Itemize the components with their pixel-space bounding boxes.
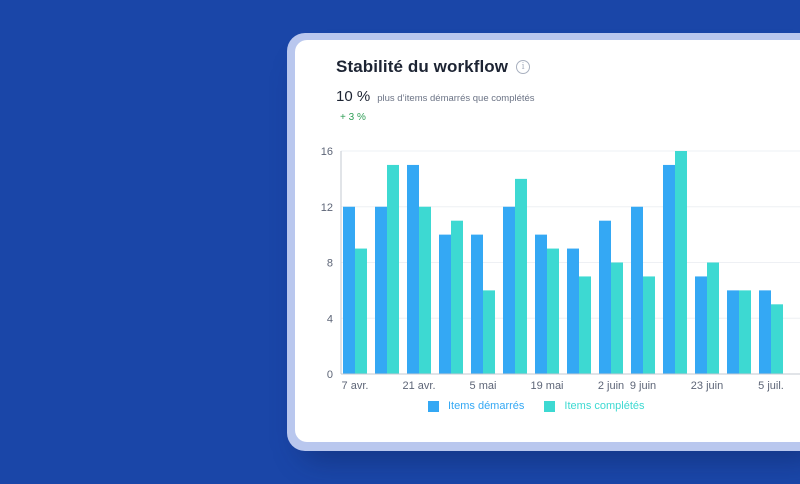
workflow-stability-card: Stabilité du workflow i 10 % plus d’item… (295, 40, 800, 442)
widget-title: Stabilité du workflow (336, 57, 509, 76)
title-row: Stabilité du workflow i (336, 57, 531, 77)
y-tick-label: 8 (327, 258, 333, 270)
bar-completed (483, 290, 495, 374)
bar-completed (739, 290, 751, 374)
bar-started (407, 164, 419, 374)
y-tick-label: 12 (321, 202, 333, 214)
y-tick-label: 16 (321, 146, 333, 158)
bar-completed (643, 276, 655, 374)
bar-started (535, 234, 547, 374)
bar-started (599, 220, 611, 374)
legend-item-started[interactable]: Items démarrés (428, 400, 524, 412)
bar-started (663, 164, 675, 374)
legend-label-started: Items démarrés (448, 400, 525, 412)
kpi-label: plus d’items démarrés que complétés (377, 93, 535, 104)
bar-started (471, 234, 483, 374)
x-tick-label: 21 avr. (402, 380, 435, 392)
bar-started (375, 206, 387, 374)
x-tick-label: 5 juil. (758, 380, 784, 392)
legend-item-completed[interactable]: Items complétés (544, 400, 645, 412)
x-tick-label: 19 mai (530, 380, 563, 392)
bar-completed (579, 276, 591, 374)
bar-started (343, 206, 355, 374)
bar-started (727, 290, 739, 374)
legend-swatch-started (428, 400, 439, 412)
bar-started (439, 234, 451, 374)
bar-completed (771, 304, 783, 374)
bar-completed (515, 178, 527, 374)
x-tick-label: 7 avr. (342, 380, 369, 392)
bar-completed (675, 151, 687, 374)
bar-completed (387, 164, 399, 374)
bar-completed (707, 262, 719, 374)
bar-completed (451, 220, 463, 374)
kpi-row: 10 % plus d’items démarrés que complétés (336, 88, 535, 105)
y-tick-label: 0 (327, 369, 333, 381)
info-icon[interactable]: i (516, 60, 531, 74)
bar-started (695, 276, 707, 374)
kpi-value: 10 % (336, 88, 371, 105)
bar-chart: 0 4 8 12 16 7 avr. 21 avr. 5 mai 19 mai 2 juin 9 j… (321, 146, 800, 392)
legend-swatch-completed (544, 400, 556, 412)
kpi-delta: + 3 % (340, 112, 366, 123)
bar-started (631, 206, 643, 374)
bar-completed (419, 206, 431, 374)
bar-completed (355, 248, 367, 374)
x-tick-label: 2 juin (598, 380, 624, 392)
legend-label-completed: Items complétés (564, 400, 645, 412)
y-tick-label: 4 (327, 313, 333, 325)
bar-started (759, 290, 771, 374)
bar-started (503, 206, 515, 374)
x-tick-label: 9 juin (630, 380, 656, 392)
bar-completed (547, 248, 559, 374)
bar-completed (611, 262, 623, 374)
chart-legend: Items démarrés Items complétés (428, 400, 665, 412)
x-tick-label: 5 mai (470, 380, 497, 392)
x-tick-label: 23 juin (691, 380, 723, 392)
bar-started (567, 248, 579, 374)
